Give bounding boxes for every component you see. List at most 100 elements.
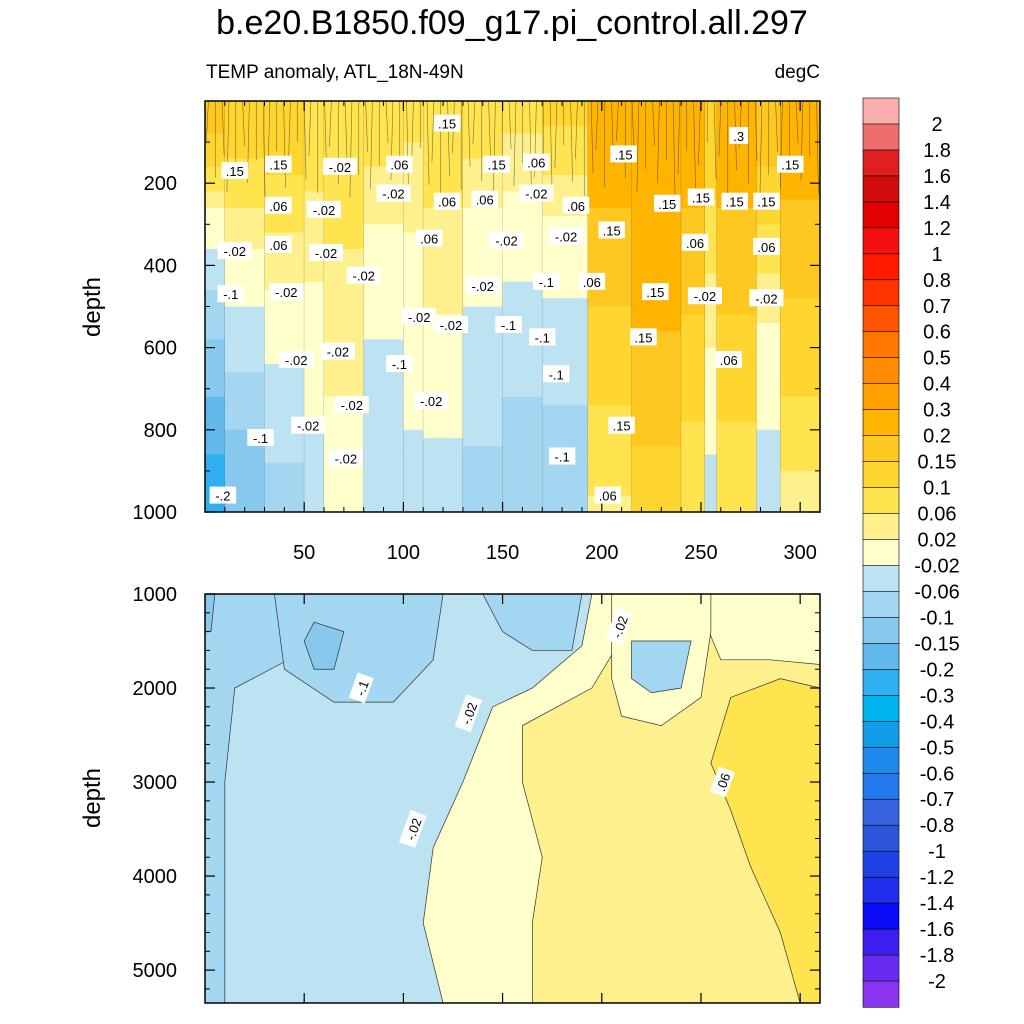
contour-label-text: .06 (713, 771, 733, 793)
y-tick-label: 200 (144, 173, 177, 195)
colorbar-swatch (862, 513, 900, 541)
field-cell (462, 232, 504, 242)
field-cell (324, 117, 365, 127)
contour-line (795, 101, 799, 144)
contour-label-text: .06 (476, 193, 494, 208)
field-cell (462, 429, 504, 439)
contour-label-box (471, 190, 498, 208)
field-cell (756, 396, 781, 406)
contour-label: .15 (221, 161, 249, 179)
field-cell (264, 306, 305, 316)
field-cell (542, 109, 589, 118)
field-cell (462, 150, 504, 160)
field-cell (224, 396, 266, 406)
field-cell (324, 290, 365, 299)
colorbar-label: 1.8 (923, 140, 951, 162)
contour-label-text: .06 (583, 275, 601, 290)
field-cell (542, 158, 589, 168)
contour-label-box (414, 392, 449, 410)
contour-label-text: .15 (438, 117, 456, 132)
x-tick-label: 100 (387, 542, 420, 564)
colorbar-label: -0.02 (914, 555, 960, 577)
field-cell (681, 125, 706, 135)
field-cell (224, 183, 266, 192)
field-cell (704, 109, 718, 118)
field-cell (304, 454, 325, 464)
contour-label-box (687, 287, 722, 305)
colorbar-label: 0.06 (918, 504, 957, 526)
field-cell (403, 216, 424, 225)
contour-label: -.1 (386, 355, 413, 373)
contour-label-text: -.02 (694, 289, 716, 304)
contour-line (447, 101, 450, 177)
contour-label-text: -.02 (382, 186, 404, 201)
field-cell (587, 174, 633, 184)
field-cell (205, 421, 226, 431)
field-cell (631, 158, 682, 168)
contour-label: -.2 (209, 486, 237, 504)
colorbar-swatch (862, 824, 900, 852)
colorbar-label: 1.6 (923, 166, 951, 188)
field-cell (363, 142, 404, 151)
contour-label-text: -.02 (440, 318, 462, 333)
field-cell (587, 438, 633, 447)
field-cell (462, 314, 504, 324)
field-cell (324, 216, 365, 225)
field-cell (502, 265, 543, 275)
field-cell (756, 265, 781, 275)
colorbar-label: -0.5 (920, 737, 954, 759)
field-cell (205, 207, 226, 217)
field-cell (264, 273, 305, 283)
contour-label-box (433, 114, 461, 132)
field-cell (502, 199, 543, 209)
field-cell (502, 298, 543, 307)
contour-line (513, 101, 517, 187)
field-cell (704, 421, 718, 431)
field-cell (423, 479, 464, 488)
field-cell (304, 158, 325, 168)
colorbar-label: 0.6 (923, 322, 951, 344)
colorbar-swatch (862, 669, 900, 696)
field-cell (756, 306, 781, 316)
field-cell (205, 372, 226, 381)
field-cell (363, 405, 404, 414)
field-cell (205, 364, 226, 373)
contour-label: -.02 (605, 607, 633, 646)
field-cell (205, 183, 226, 192)
field-cell (716, 306, 758, 316)
field-cell (363, 125, 404, 135)
field-cell (587, 470, 633, 480)
field-cell (587, 199, 633, 209)
field-cell (704, 438, 718, 447)
contour-label-text: -.02 (472, 279, 494, 294)
field-cell (363, 495, 404, 505)
contour-line (221, 101, 225, 156)
field-cell (681, 265, 706, 275)
contour-label: .15 (721, 192, 748, 210)
field-cell (587, 257, 633, 266)
field-cell (681, 273, 706, 283)
contour-label: .06 (523, 153, 550, 171)
contour-label-box (465, 276, 500, 294)
field-cell (716, 388, 758, 398)
x-tick-label: 200 (585, 542, 618, 564)
contour-label-box (642, 283, 669, 301)
field-cell (423, 421, 464, 431)
contour-label-text: -.1 (353, 679, 372, 698)
field-cell (704, 166, 718, 176)
contour-line (775, 101, 778, 153)
field-cell (756, 331, 781, 340)
field-cell (587, 133, 633, 143)
field-cell (780, 347, 820, 357)
field-cell (502, 281, 543, 291)
contour-label-box (519, 184, 554, 202)
contour-label-box (776, 155, 804, 173)
contour-label: .15 (598, 221, 625, 239)
contour-line (472, 101, 476, 145)
field-cell (423, 446, 464, 455)
contour-label-box (709, 766, 735, 798)
contour-line (657, 101, 660, 184)
field-cell (462, 372, 504, 381)
field-cell (304, 142, 325, 151)
field-cell (780, 216, 820, 225)
